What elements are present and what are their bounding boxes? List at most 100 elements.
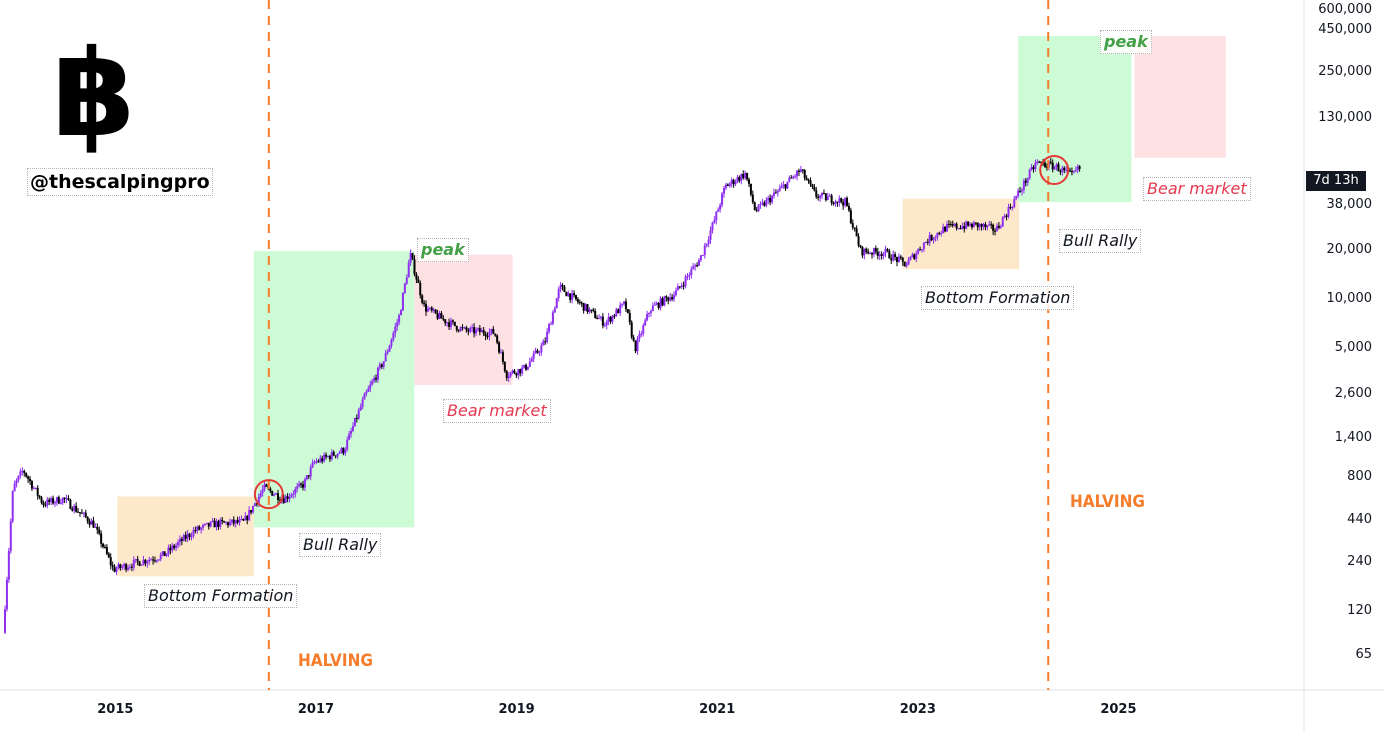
candle-body [997,225,1000,228]
candle-body [638,333,641,339]
candle-body [780,185,783,189]
candle-body [849,210,852,224]
candle-body [738,177,741,181]
bull-rally-label-1: Bull Rally [299,533,382,557]
candle-body [382,361,385,367]
candle-body [40,497,43,503]
candle-body [169,547,172,551]
candle-body [994,230,997,232]
candle-body [478,328,481,333]
candle-body [1049,161,1052,163]
candle-body [1009,207,1012,209]
candle-body [21,470,24,472]
candle-body [269,488,272,491]
candle-body [530,359,533,362]
candle-body [813,186,816,191]
candle-body [5,579,8,610]
candle-body [582,303,585,311]
candle-body [1003,215,1006,218]
candle-body [153,560,156,562]
candle-body [548,324,551,332]
candle-body [373,377,376,382]
candle-body [499,352,502,354]
candle-body [498,342,501,353]
candle-body [355,417,358,419]
candle-body [926,241,929,243]
candle-body [1057,164,1060,172]
candle-body [701,254,704,256]
candle-body [1013,199,1016,207]
candle-body [207,522,210,527]
candle-body [450,320,453,327]
candle-body [190,536,193,538]
candle-body [505,371,508,379]
candle-body [511,370,514,373]
candle-body [196,526,199,531]
candle-body [826,196,829,201]
candle-body [819,195,822,198]
candle-body [430,307,433,311]
candle-body [67,498,70,500]
candle-body [1022,180,1025,190]
candle-body [115,568,118,572]
candle-body [1030,167,1033,171]
candle-body [234,520,237,524]
year-tick: 2023 [899,702,936,717]
candle-body [563,286,566,292]
candle-body [244,516,247,521]
candle-body [696,265,699,267]
candle-body [367,388,370,392]
bottom-formation-label-2: Bottom Formation [921,286,1075,310]
candle-body [1034,163,1037,169]
candle-body [36,487,39,496]
candle-body [105,547,108,554]
candle-body [455,325,458,331]
candle-body [715,211,718,221]
candle-body [388,345,391,352]
candle-body [130,566,133,568]
candle-body [77,511,80,513]
candle-body [669,297,672,301]
candle-body [290,494,293,497]
candle-body [824,193,827,201]
candle-body [1007,207,1010,217]
candle-body [755,210,758,212]
candle-body [471,327,474,329]
candle-body [673,295,676,300]
candle-body [640,333,643,335]
candle-body [515,373,518,376]
candle-body [967,221,970,226]
candle-body [990,224,993,226]
candle-body [501,352,504,362]
candle-body [682,285,685,287]
candle-body [232,519,235,524]
candle-body [578,302,581,304]
candle-body [876,251,879,256]
candle-body [899,256,902,258]
candle-body [15,480,18,484]
candle-body [965,221,968,229]
bitcoin-logo: ฿ [52,25,136,164]
candle-body [540,345,543,353]
candle-body [350,430,353,434]
candle-body [184,535,187,539]
candle-body [27,476,30,479]
candle-body [728,183,731,187]
candle-body [282,498,285,503]
candle-body [363,393,366,400]
candle-body [797,170,800,172]
candle-body [1045,166,1048,168]
candle-body [300,483,303,485]
candle-body [995,225,998,232]
candle-body [930,235,933,241]
candle-body [590,309,593,311]
candle-body [315,461,318,463]
candle-body [517,369,520,376]
candle-body [969,224,972,226]
candle-body [157,559,160,561]
candle-body [759,203,762,205]
candle-body [680,285,683,287]
candle-body [127,567,130,570]
